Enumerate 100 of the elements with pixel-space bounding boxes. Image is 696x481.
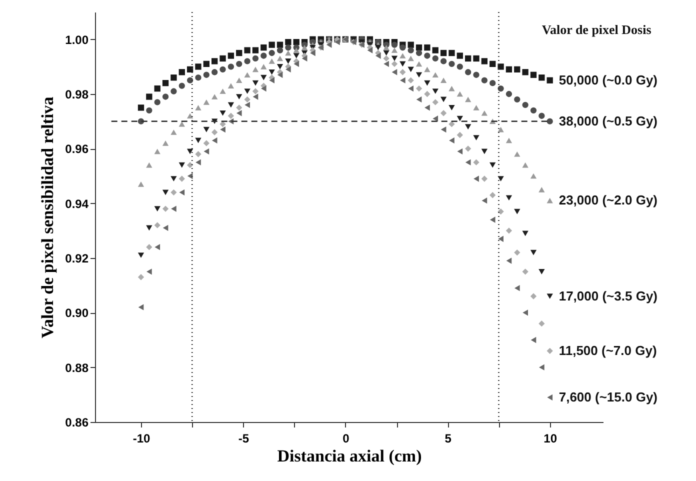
- point: [432, 72, 438, 78]
- point: [400, 61, 406, 67]
- point: [440, 110, 447, 116]
- x-axis-title: Distancia axial (cm): [277, 446, 422, 466]
- point: [285, 38, 292, 46]
- point: [162, 94, 169, 100]
- point: [285, 58, 292, 64]
- point: [424, 80, 430, 86]
- point: [244, 88, 250, 94]
- point: [424, 104, 430, 111]
- series-label: 11,500 (~7.0 Gy): [558, 342, 657, 358]
- point: [424, 44, 430, 51]
- point: [252, 94, 258, 100]
- point: [456, 91, 463, 97]
- point: [440, 58, 447, 64]
- point: [514, 284, 520, 292]
- point: [448, 120, 455, 128]
- x-tick-label: -5: [238, 432, 250, 446]
- point: [530, 293, 537, 300]
- point: [498, 126, 504, 132]
- point: [481, 110, 488, 116]
- point: [203, 140, 210, 146]
- point: [252, 88, 259, 94]
- point: [154, 148, 160, 154]
- point: [178, 69, 185, 76]
- point: [538, 74, 545, 81]
- point: [464, 146, 472, 152]
- point: [449, 137, 454, 144]
- point: [203, 60, 210, 68]
- point: [448, 60, 455, 68]
- point: [400, 69, 406, 76]
- point: [203, 72, 210, 78]
- point: [170, 88, 177, 94]
- point: [506, 228, 512, 234]
- point: [146, 162, 152, 168]
- point: [400, 53, 406, 58]
- point: [408, 56, 414, 62]
- point: [530, 107, 537, 114]
- point: [522, 230, 528, 236]
- point: [244, 102, 250, 108]
- point: [482, 198, 488, 204]
- point: [464, 96, 472, 102]
- point: [538, 269, 545, 274]
- point: [490, 80, 496, 86]
- point: [276, 64, 284, 70]
- point: [154, 244, 160, 250]
- point: [326, 42, 332, 48]
- point: [432, 88, 438, 94]
- point: [162, 224, 168, 232]
- point: [538, 187, 545, 192]
- point: [498, 85, 504, 92]
- point: [212, 58, 218, 64]
- point: [473, 72, 480, 78]
- point: [236, 78, 242, 83]
- point: [269, 77, 274, 84]
- y-tick-label: 0.92: [65, 252, 89, 266]
- point: [530, 250, 537, 256]
- point: [546, 348, 553, 354]
- point: [506, 195, 512, 201]
- point: [170, 130, 177, 135]
- point: [138, 182, 144, 187]
- point: [440, 78, 447, 83]
- point: [530, 173, 537, 179]
- point: [195, 151, 202, 158]
- point: [383, 44, 390, 50]
- point: [260, 85, 266, 92]
- point: [375, 44, 382, 50]
- point: [170, 74, 177, 81]
- point: [416, 61, 422, 67]
- point: [276, 56, 284, 62]
- y-tick-label: 1.00: [65, 32, 89, 47]
- point: [456, 132, 463, 138]
- point: [146, 107, 152, 114]
- point: [473, 135, 480, 140]
- point: [212, 94, 218, 100]
- point: [416, 50, 422, 56]
- point: [252, 47, 259, 54]
- point: [162, 140, 169, 146]
- point: [252, 80, 259, 86]
- point: [293, 38, 300, 46]
- point: [546, 198, 553, 204]
- point: [260, 44, 267, 51]
- point: [448, 105, 455, 110]
- point: [146, 244, 152, 250]
- point: [285, 44, 292, 51]
- y-axis-title: Valor de pixel sensibilidad reltiva: [38, 96, 58, 338]
- point: [408, 85, 414, 92]
- point: [490, 192, 496, 198]
- point: [448, 50, 455, 56]
- point: [220, 110, 226, 116]
- point: [244, 96, 250, 103]
- point: [196, 159, 201, 166]
- point: [367, 47, 373, 54]
- point: [408, 47, 414, 54]
- point: [220, 66, 226, 72]
- point: [268, 58, 275, 64]
- y-tick-label: 0.94: [65, 196, 89, 211]
- point: [506, 90, 512, 98]
- point: [375, 52, 381, 59]
- point: [424, 52, 430, 59]
